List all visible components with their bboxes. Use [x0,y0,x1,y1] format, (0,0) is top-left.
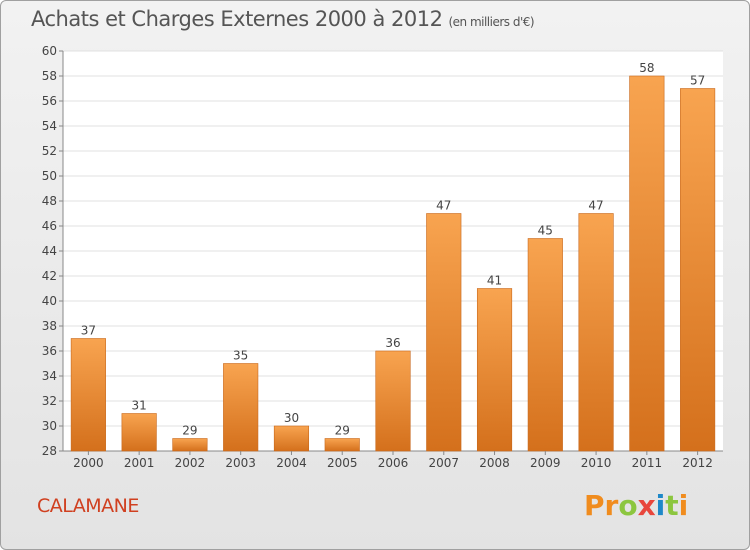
y-tick-label: 34 [42,369,57,383]
chart-title-text: Achats et Charges Externes 2000 à 2012 [31,7,443,31]
bar-value-label: 37 [81,324,96,338]
x-tick-label: 2012 [682,456,713,470]
x-tick-label: 2011 [632,456,663,470]
y-tick-label: 38 [42,319,57,333]
y-tick-label: 48 [42,194,57,208]
logo-letter: o [618,489,638,522]
chart-unit-note: (en milliers d'€) [448,15,535,29]
bar-2005 [324,438,360,452]
y-tick-label: 58 [42,69,57,83]
x-tick-label: 2008 [479,456,510,470]
logo-letter: P [584,489,605,522]
y-tick-label: 44 [42,244,57,258]
x-tick-label: 2004 [276,456,307,470]
y-tick-label: 30 [42,419,57,433]
y-tick-label: 56 [42,94,57,108]
bar-value-label: 47 [588,199,603,213]
bar-value-label: 29 [335,424,350,438]
x-tick-label: 2006 [378,456,409,470]
bar-value-label: 29 [182,424,197,438]
bar-2003 [223,363,259,452]
x-tick-label: 2005 [327,456,358,470]
bar-2012 [680,88,716,452]
bar-value-label: 45 [538,224,553,238]
x-tick-label: 2000 [73,456,104,470]
y-tick-label: 36 [42,344,57,358]
bar-2002 [172,438,208,452]
bar-2011 [629,75,665,452]
x-tick-label: 2003 [225,456,256,470]
y-tick-label: 42 [42,269,57,283]
logo-letter: t [665,489,679,522]
bar-value-label: 35 [233,349,248,363]
bar-2007 [426,213,462,452]
bar-value-label: 36 [385,336,400,350]
bar-2004 [273,425,310,452]
y-tick-label: 52 [42,144,57,158]
logo-letter: i [655,489,666,522]
chart-title: Achats et Charges Externes 2000 à 2012 (e… [31,7,535,31]
bar-2000 [70,338,106,452]
bar-value-label: 41 [487,274,502,288]
bar-2001 [121,413,157,452]
y-tick-label: 32 [42,394,57,408]
x-tick-label: 2002 [175,456,206,470]
y-tick-label: 60 [42,44,57,58]
bar-2006 [375,350,411,452]
bar-value-label: 30 [284,411,299,425]
logo-letter: x [637,489,656,522]
y-tick-label: 28 [42,444,57,458]
bar-2008 [476,288,513,452]
x-tick-label: 2010 [581,456,612,470]
x-tick-label: 2009 [530,456,561,470]
bar-value-label: 47 [436,199,451,213]
city-name: CALAMANE [37,495,139,517]
y-tick-label: 54 [42,119,57,133]
logo-letter: r [604,489,619,522]
y-tick-label: 40 [42,294,57,308]
bar-2010 [578,213,614,452]
y-tick-label: 46 [42,219,57,233]
proxiti-logo: Proxiti [584,489,688,522]
x-tick-label: 2001 [124,456,155,470]
bar-value-label: 31 [132,399,147,413]
bar-2009 [527,238,563,452]
y-tick-label: 50 [42,169,57,183]
bar-value-label: 57 [690,74,705,88]
bar-value-label: 58 [639,61,654,75]
x-tick-label: 2007 [428,456,459,470]
logo-letter: i [678,489,689,522]
